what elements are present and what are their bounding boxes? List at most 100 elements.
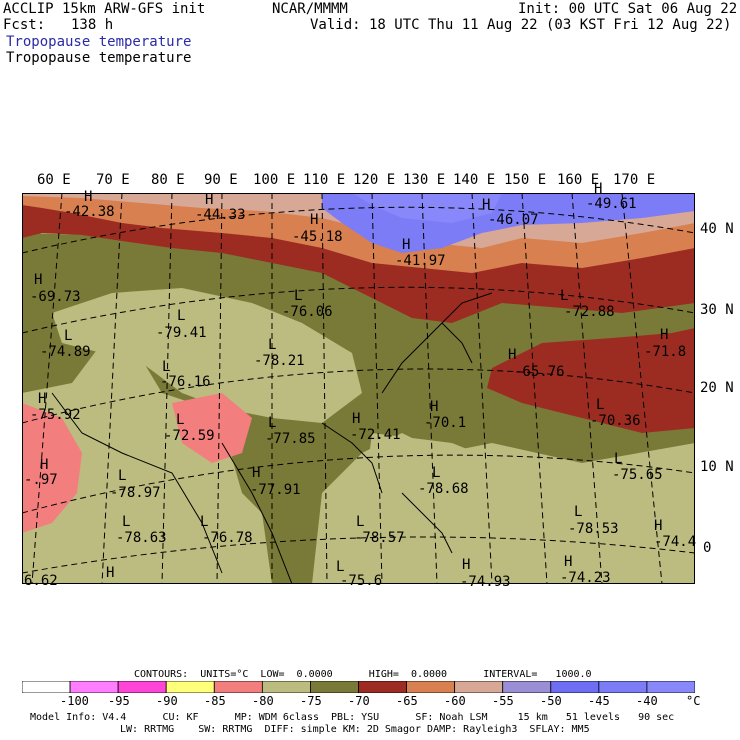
extremum-label: -74.93 xyxy=(460,574,511,590)
extremum-label: -49.61 xyxy=(586,196,637,212)
fill-band-40-45 xyxy=(352,193,502,223)
extremum-label: -46.07 xyxy=(488,212,539,228)
colorbar-cell xyxy=(310,681,359,693)
colorbar-cell xyxy=(598,681,648,693)
lat-label: 20 N xyxy=(700,380,734,396)
extremum-label: -76.06 xyxy=(282,304,333,320)
extremum-label: -72.41 xyxy=(350,427,401,443)
coastlines xyxy=(51,292,493,584)
extremum-label: -78.21 xyxy=(254,353,305,369)
extremum-label: -78.68 xyxy=(418,481,469,497)
lon-label: 160 E xyxy=(557,172,600,188)
contours-info: CONTOURS: UNITS=°C LOW= 0.0000 HIGH= 0.0… xyxy=(134,669,592,680)
colorbar-tick: -95 xyxy=(108,694,130,708)
extremum-label: -75.6 xyxy=(340,573,383,589)
extremum-label: -76.16 xyxy=(160,374,211,390)
high-marker: H xyxy=(34,272,43,288)
lat-line-10 xyxy=(22,454,695,514)
fill-band-75-80-south xyxy=(352,433,695,584)
extremum-label: -74.89 xyxy=(40,344,91,360)
colorbar-cell xyxy=(22,681,71,693)
model-info-line-1: Model Info: V4.4 CU: KF MP: WDM 6class P… xyxy=(30,712,675,723)
colorbar-cell xyxy=(213,681,263,693)
extremum-label: -70.36 xyxy=(590,413,641,429)
extremum-label: -45.18 xyxy=(292,229,343,245)
fill-band-75-80-interior xyxy=(52,288,362,423)
extremum-label: 6.62 xyxy=(24,573,58,589)
extremum-label: -75.92 xyxy=(30,407,81,423)
extremum-label: -74.4 xyxy=(654,534,697,550)
model-title: ACCLIP 15km ARW-GFS init xyxy=(3,1,206,17)
extremum-label: -41.97 xyxy=(395,253,446,269)
colorbar-tick: -65 xyxy=(396,694,418,708)
fcst-value: 138 h xyxy=(71,17,114,33)
lon-label: 170 E xyxy=(613,172,656,188)
colorbar-tick: -80 xyxy=(252,694,274,708)
low-marker: L xyxy=(118,468,127,484)
lon-label: 70 E xyxy=(96,172,130,188)
high-marker: H xyxy=(84,189,93,205)
low-marker: L xyxy=(574,504,583,520)
extremum-label: -75.65 xyxy=(612,467,663,483)
lon-label: 90 E xyxy=(204,172,238,188)
high-marker: H xyxy=(310,212,319,228)
color-bar xyxy=(22,681,695,693)
high-marker: H xyxy=(40,457,49,473)
low-marker: L xyxy=(432,465,441,481)
colorbar-cell xyxy=(358,681,407,693)
colorbar-cell xyxy=(406,681,456,693)
fcst-label: Fcst: xyxy=(3,17,46,33)
low-marker: L xyxy=(122,514,131,530)
lat-label: 0 xyxy=(703,540,712,556)
extremum-label: -77.91 xyxy=(250,482,301,498)
lon-label: 80 E xyxy=(151,172,185,188)
colorbar-tick: -55 xyxy=(492,694,514,708)
lat-label: 40 N xyxy=(700,221,734,237)
fill-band-70-75-west xyxy=(22,303,102,393)
extremum-label: -72.59 xyxy=(164,428,215,444)
high-marker: H xyxy=(660,327,669,343)
colorbar-cell xyxy=(454,681,504,693)
colorbar-tick: -45 xyxy=(588,694,610,708)
colorbar-tick: -60 xyxy=(444,694,466,708)
low-marker: L xyxy=(356,514,365,530)
low-marker: L xyxy=(64,328,73,344)
colorbar-units: °C xyxy=(686,694,701,708)
extremum-label: -76.78 xyxy=(202,530,253,546)
field-title: Tropopause temperature xyxy=(6,50,192,66)
lat-label: 10 N xyxy=(700,459,734,475)
fill-band-80-85-india xyxy=(172,393,252,463)
extremum-label: -78.63 xyxy=(116,530,167,546)
low-marker: L xyxy=(162,359,171,375)
colorbar-cell xyxy=(261,681,311,693)
colorbar-tick: -75 xyxy=(300,694,322,708)
fill-band-80-85-west xyxy=(22,403,82,533)
high-marker: H xyxy=(430,399,439,415)
high-marker: H xyxy=(205,192,214,208)
colorbar-tick: -40 xyxy=(636,694,658,708)
lon-label: 120 E xyxy=(353,172,396,188)
extremum-label: -69.73 xyxy=(30,289,81,305)
high-marker: H xyxy=(252,465,261,481)
high-marker: H xyxy=(462,557,471,573)
lat-label: 30 N xyxy=(700,302,734,318)
lon-label: 140 E xyxy=(453,172,496,188)
high-marker: H xyxy=(508,347,517,363)
extremum-label: -77.85 xyxy=(265,431,316,447)
lon-label: 130 E xyxy=(403,172,446,188)
lon-label: 110 E xyxy=(303,172,346,188)
lon-label: 100 E xyxy=(253,172,296,188)
colorbar-cell xyxy=(165,681,215,693)
low-marker: L xyxy=(176,412,185,428)
init-time: Init: 00 UTC Sat 06 Aug 22 xyxy=(518,1,738,17)
graticule xyxy=(22,193,695,584)
colorbar-cell xyxy=(69,681,119,693)
lon-label: 60 E xyxy=(37,172,71,188)
high-marker: H xyxy=(402,237,411,253)
high-marker: H xyxy=(564,554,573,570)
low-marker: L xyxy=(596,397,605,413)
valid-time: Valid: 18 UTC Thu 11 Aug 22 (03 KST Fri … xyxy=(310,17,732,33)
extremum-label: -71.8 xyxy=(644,344,687,360)
low-marker: L xyxy=(177,308,186,324)
high-marker: H xyxy=(482,197,491,213)
